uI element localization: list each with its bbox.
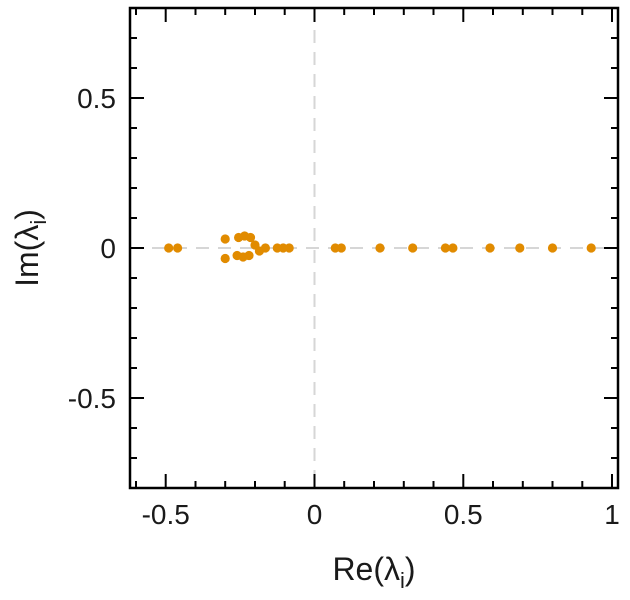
data-point [547,243,558,253]
y-tick-label: 0 [100,233,116,264]
data-point [284,243,294,253]
x-tick-label: 0.5 [444,499,483,530]
data-point [245,232,256,243]
data-point [164,243,174,253]
data-point [244,250,254,261]
data-point [220,253,230,264]
data-point [173,243,183,253]
data-point [515,243,525,253]
x-tick-label: 0 [307,499,323,530]
data-point [408,243,418,253]
data-point [260,243,270,253]
data-point [336,243,346,253]
x-tick-label: -0.5 [142,499,190,530]
data-point [220,234,230,244]
data-point [440,243,450,253]
plot-frame [128,6,620,490]
data-point [586,243,596,253]
data-point [375,243,385,253]
y-tick-label: -0.5 [68,383,116,414]
x-tick-label: 1 [604,499,620,530]
data-point [485,243,495,253]
y-axis-label: Im(λi) [9,209,51,287]
x-axis-label: Re(λi) [332,551,415,593]
y-tick-label: 0.5 [77,83,116,114]
data-point [448,243,458,253]
